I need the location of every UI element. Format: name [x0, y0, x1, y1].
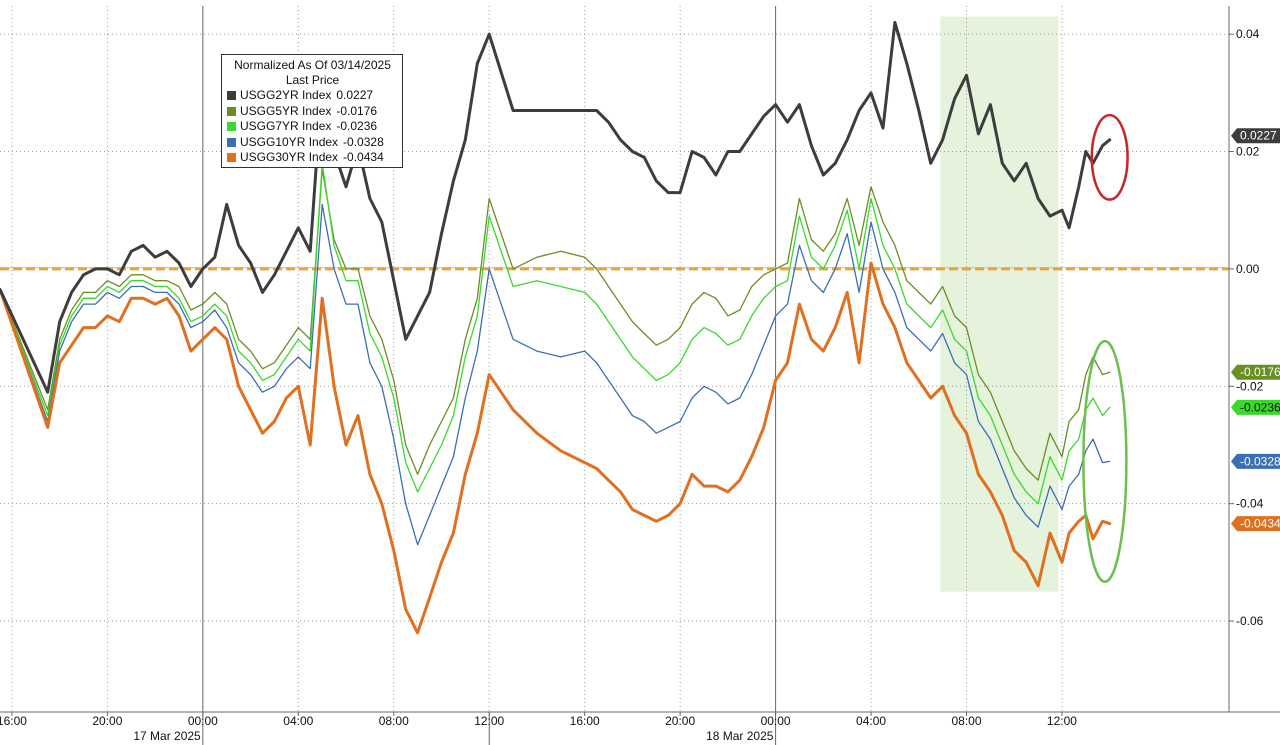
- last-value-tags: 0.0227 -0.0176 -0.0236 -0.0328 -0.0434: [1231, 128, 1280, 532]
- last-value-tag: [1231, 516, 1280, 532]
- x-tick-label: 16:00: [570, 714, 600, 728]
- highlight-band-layer: [940, 16, 1059, 592]
- last-value-tag: [1231, 399, 1280, 415]
- x-tick-label: 20:00: [665, 714, 695, 728]
- y-tick-label: 0.00: [1236, 262, 1260, 276]
- series-line-usgg30yr: [0, 261, 1112, 635]
- x-tick-label: 04:00: [283, 714, 313, 728]
- y-tick-label: 0.02: [1236, 145, 1260, 159]
- highlight-band: [940, 16, 1059, 592]
- zero-line-layer: [0, 266, 1229, 271]
- last-value-label: 0.0227: [1240, 129, 1277, 143]
- legend-swatch: [227, 122, 236, 132]
- last-value-tag: [1231, 128, 1280, 144]
- series-lines: [0, 20, 1112, 635]
- x-tick-label: 08:00: [951, 714, 981, 728]
- annotations: [1082, 113, 1129, 583]
- last-value-tag: [1231, 364, 1280, 380]
- legend-title: Normalized As Of 03/14/2025: [234, 58, 391, 72]
- x-tick-label: 16:00: [0, 714, 27, 728]
- chart-frame: [0, 6, 1280, 713]
- y-tick-label: -0.06: [1236, 614, 1264, 628]
- x-tick-label: 20:00: [92, 714, 122, 728]
- legend-series-value: -0.0328: [343, 134, 384, 149]
- series-line-usgg2yr: [0, 20, 1112, 394]
- legend-series-value: 0.0227: [336, 88, 374, 102]
- legend-swatch: [227, 137, 236, 147]
- x-tick-label: 04:00: [856, 714, 886, 728]
- legend-entry-usgg7yr: USGG7YR Index -0.0236: [227, 119, 398, 135]
- series-line-usgg5yr: [0, 168, 1111, 481]
- legend-series-name: USGG30YR Index: [240, 150, 339, 164]
- legend-series-name: USGG5YR Index: [240, 103, 332, 118]
- legend-swatch: [227, 91, 236, 101]
- annotation-ellipse-2: [1082, 339, 1128, 583]
- legend-entry-usgg30yr: USGG30YR Index -0.0434: [227, 150, 398, 166]
- legend-swatch: [227, 153, 236, 163]
- series-line-usgg7yr: [0, 162, 1111, 505]
- legend-entry-usgg5yr: USGG5YR Index -0.0176: [227, 104, 398, 120]
- legend-series-name: USGG10YR Index: [240, 134, 339, 149]
- last-value-label: -0.0236: [1240, 400, 1280, 414]
- annotation-ellipse-1: [1090, 113, 1129, 201]
- last-value-label: -0.0434: [1240, 517, 1280, 531]
- y-axis: 0.04 0.02 0.00 -0.02 -0.04 -0.06: [1229, 27, 1264, 628]
- y-tick-label: 0.04: [1236, 27, 1260, 41]
- x-tick-label: 12:00: [474, 714, 504, 728]
- legend-series-value: -0.0434: [343, 150, 384, 164]
- x-tick-label: 12:00: [1047, 714, 1077, 728]
- last-value-tag: [1231, 453, 1280, 469]
- legend-entry-usgg10yr: USGG10YR Index -0.0328: [227, 135, 398, 151]
- last-value-label: -0.0176: [1240, 365, 1280, 379]
- legend-subtitle: Last Price: [285, 73, 340, 87]
- date-label: 17 Mar 2025: [133, 729, 201, 743]
- x-tick-label: 00:00: [761, 714, 791, 728]
- legend-box: Normalized As Of 03/14/2025 Last Price U…: [221, 54, 403, 168]
- legend-entry-usgg2yr: USGG2YR Index 0.0227: [227, 88, 398, 104]
- x-axis: 16:00 20:00 00:00 04:00 08:00 12:00 16:00 20:00…: [0, 712, 1077, 743]
- y-tick-label: -0.02: [1236, 379, 1264, 393]
- date-label: 18 Mar 2025: [706, 729, 774, 743]
- legend-series-name: USGG7YR Index: [240, 119, 332, 133]
- legend-series-name: USGG2YR Index: [240, 88, 332, 102]
- x-tick-label: 08:00: [379, 714, 409, 728]
- legend-series-value: -0.0236: [336, 119, 378, 133]
- y-tick-label: -0.04: [1236, 497, 1264, 511]
- legend-series-value: -0.0176: [336, 103, 378, 118]
- series-line-usgg10yr: [0, 203, 1111, 546]
- x-tick-label: 00:00: [188, 714, 218, 728]
- last-value-label: -0.0328: [1240, 454, 1280, 468]
- legend-swatch: [227, 106, 236, 116]
- gridlines: [0, 6, 1229, 745]
